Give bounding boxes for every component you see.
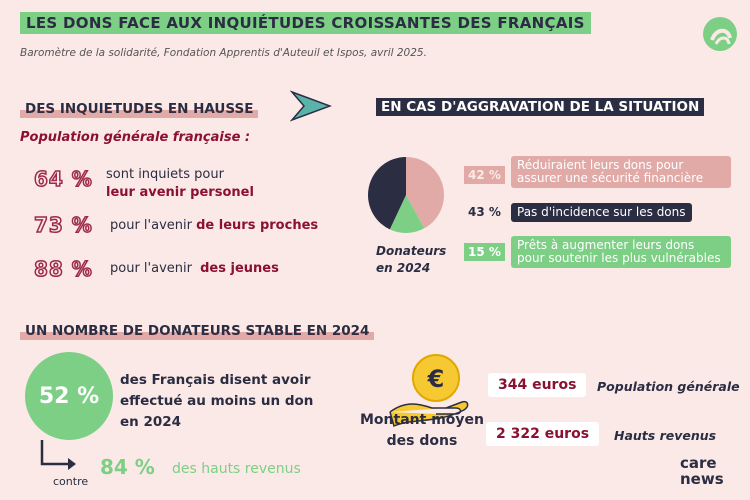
section-heading-aggravation: EN CAS D'AGGRAVATION DE LA SITUATION: [376, 98, 705, 116]
aggr-42-pct: 42 %: [464, 166, 505, 184]
stat-88-bold: des jeunes: [200, 261, 279, 276]
population-label: Population générale française :: [20, 130, 251, 145]
aggr-43-pct: 43 %: [468, 205, 501, 219]
stat-88-pct: 88 %: [33, 256, 93, 282]
stat-52-circle: 52 %: [25, 352, 113, 440]
page-subtitle: Baromètre de la solidarité, Fondation Ap…: [20, 47, 427, 59]
stat-52-text: des Français disent avoir effectué au mo…: [120, 372, 314, 430]
pie-slice-2: [389, 195, 425, 233]
stat-84-pct: 84 %: [100, 455, 155, 479]
pie-label-line1: Donateurs: [376, 244, 447, 258]
brand-logo-icon: [702, 14, 738, 54]
aggr-15-pct: 15 %: [464, 243, 505, 261]
section-heading-donateurs: UN NOMBRE DE DONATEURS STABLE EN 2024: [20, 322, 375, 340]
pie-slice-1: [368, 157, 406, 230]
aggr-43-text: Pas d'incidence sur les dons: [511, 203, 692, 222]
aggr-42-text: Réduiraient leurs dons pour assurer une …: [511, 156, 731, 188]
stat-64-pct: 64 %: [33, 166, 93, 192]
stat-64-text: sont inquiets pour leur avenir personel: [106, 166, 254, 202]
aggr-15-text: Prêts à augmenter leurs dons pour souten…: [511, 236, 731, 268]
brand-line1: care: [680, 454, 717, 472]
page-title: LES DONS FACE AUX INQUIÉTUDES CROISSANTE…: [20, 12, 591, 34]
amount-population-value: 344 euros: [488, 373, 587, 397]
amount-hauts-revenus-label: Hauts revenus: [614, 428, 717, 443]
stat-64-bold: leur avenir personel: [106, 185, 254, 200]
amount-label-line2: des dons: [386, 433, 458, 449]
stat-73-plain: pour l'avenir: [110, 218, 192, 233]
pie-slice-0: [406, 157, 444, 229]
svg-text:€: €: [427, 365, 445, 393]
stat-88-plain: pour l'avenir: [110, 261, 192, 276]
section-heading-inquietudes: DES INQUIETUDES EN HAUSSE: [20, 100, 259, 118]
stat-73-pct: 73 %: [33, 212, 93, 238]
amount-label-line1: Montant moyen: [360, 412, 484, 428]
arrow-right-icon: [289, 90, 333, 126]
turn-arrow-icon: [38, 438, 78, 478]
brand-carenews: care news: [680, 455, 724, 487]
amount-label: Montant moyen des dons: [360, 410, 484, 452]
brand-line2: news: [680, 470, 724, 488]
stat-73-text: pour l'avenir de leurs proches: [110, 218, 318, 233]
pie-label: Donateurs en 2024: [376, 243, 446, 277]
stat-73-bold: de leurs proches: [196, 218, 319, 233]
contre-label: contre: [53, 475, 89, 488]
stat-64-line1: sont inquiets pour: [106, 167, 224, 182]
stat-88-text: pour l'avenir des jeunes: [110, 261, 279, 276]
stat-84-text: des hauts revenus: [172, 461, 301, 477]
amount-hauts-revenus-value: 2 322 euros: [486, 422, 600, 446]
pie-label-line2: en 2024: [376, 261, 431, 275]
donors-pie-chart: [368, 157, 444, 233]
amount-population-label: Population générale: [597, 379, 740, 394]
euro-coin-hand-icon: €: [386, 352, 476, 432]
